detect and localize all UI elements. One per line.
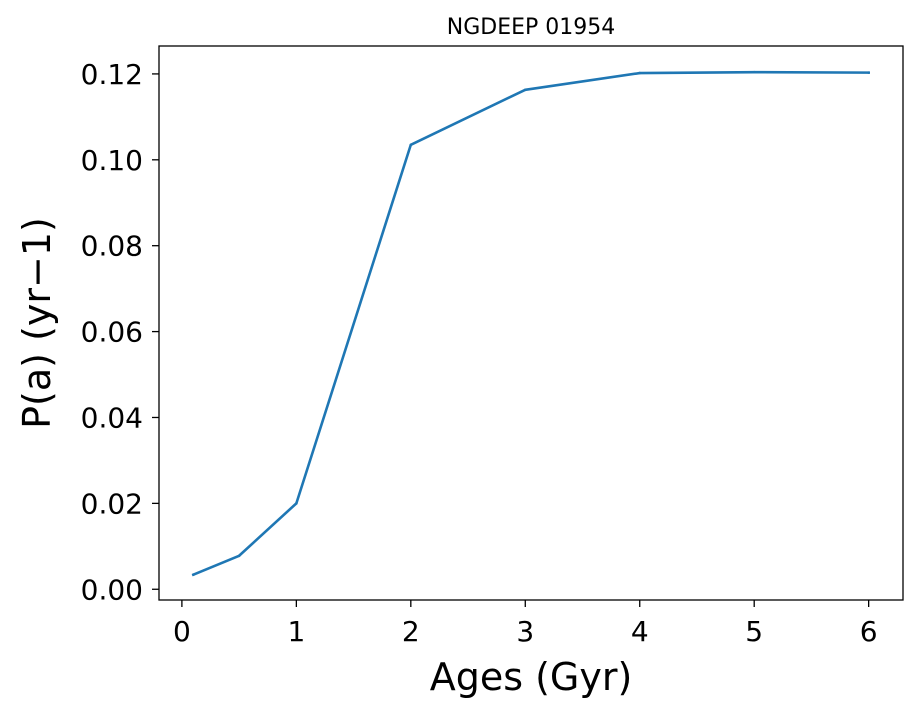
y-tick-label: 0.08 [81, 230, 143, 263]
data-point [867, 71, 870, 74]
data-point [752, 70, 756, 74]
data-point [409, 143, 413, 147]
data-point [523, 88, 527, 92]
data-point [237, 554, 241, 558]
y-axis-label: P(a) (yr−1) [15, 217, 59, 429]
data-point [638, 71, 642, 75]
data-point [192, 573, 195, 576]
chart-title: NGDEEP 01954 [447, 15, 616, 40]
x-axis-label: Ages (Gyr) [430, 655, 633, 699]
x-tick-label: 1 [287, 615, 305, 648]
plot-frame [158, 45, 904, 601]
x-tick-label: 0 [173, 615, 191, 648]
y-tick-label: 0.12 [81, 58, 143, 91]
series-line-0 [191, 70, 870, 577]
y-tick-label: 0.10 [81, 144, 143, 177]
plot-layer: 0 1 2 3 4 5 6 0.00 0.02 0.04 0.06 0.08 0.10 0.12 [81, 45, 904, 648]
y-tick-label: 0.02 [81, 487, 143, 520]
x-tick-label: 4 [631, 615, 649, 648]
y-tick-label: 0.00 [81, 573, 143, 606]
x-tick-label: 2 [402, 615, 420, 648]
x-tick-label: 6 [860, 615, 878, 648]
data-point [295, 502, 298, 505]
x-tick-label: 3 [516, 615, 534, 648]
x-tick-label: 5 [745, 615, 763, 648]
y-tick-label: 0.06 [81, 316, 143, 349]
y-tick-label: 0.04 [81, 401, 143, 434]
